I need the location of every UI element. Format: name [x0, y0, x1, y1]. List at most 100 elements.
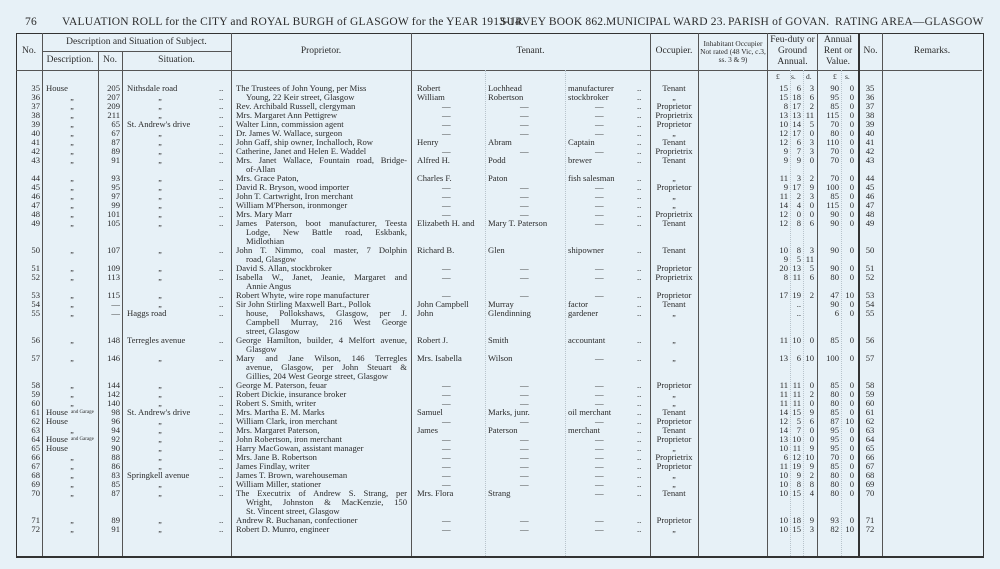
occupier: Proprietor	[656, 380, 692, 390]
tenant-occupation: —	[595, 461, 604, 471]
proprietor-line: Young, 22 Keir street, Glasgow	[246, 93, 355, 102]
annual-shillings: 0	[849, 515, 854, 525]
occupier: „	[672, 471, 676, 480]
tenant-surname: —	[520, 146, 529, 156]
entry-number: 67	[31, 461, 40, 471]
leader-dots: ..	[637, 443, 642, 453]
feu-pence: 2	[809, 470, 814, 480]
feu-pounds: 11	[779, 173, 788, 183]
situation: „	[158, 525, 162, 534]
proprietor: Sir John Stirling Maxwell Bart., Pollok	[236, 300, 408, 309]
feu-pounds: 14	[779, 425, 788, 435]
entry-number-right: 36	[865, 92, 875, 102]
situation: „	[158, 462, 162, 471]
occupier: Proprietor	[656, 263, 692, 273]
entry-number: 44	[31, 173, 40, 183]
tenant-forename: Henry	[417, 137, 439, 147]
occupier: „	[672, 444, 676, 453]
feu-pence: 0	[809, 380, 814, 390]
entry-number: 68	[31, 470, 40, 480]
leader-dots: ..	[219, 191, 224, 201]
leader-dots: ..	[637, 128, 642, 138]
entry-number-right: 69	[865, 479, 875, 489]
feu-pence: 5	[809, 119, 814, 129]
occupier: Proprietor	[656, 461, 692, 471]
leader-dots: ..	[219, 335, 224, 345]
leader-dots: ..	[219, 353, 224, 363]
feu-pounds: 9	[783, 254, 788, 264]
tenant-occupation: —	[595, 119, 604, 129]
annual-shillings: 0	[849, 218, 854, 228]
street-number: 92	[111, 434, 120, 444]
proprietor-line: James Paterson, boot manufacturer, Teest…	[236, 219, 407, 228]
col-number: No.	[103, 55, 117, 65]
unit-shillings: s.	[845, 72, 850, 81]
tenant-forename: —	[442, 191, 451, 201]
tenant-surname: —	[520, 191, 529, 201]
proprietor-line: George M. Paterson, feuar	[236, 381, 327, 390]
annual-shillings: 0	[849, 434, 854, 444]
description-text: „	[70, 426, 74, 435]
description-text: „	[70, 210, 74, 219]
feu-shillings: 8	[796, 218, 801, 228]
feu-pounds: 8	[783, 101, 788, 111]
situation: „	[158, 390, 162, 399]
street-number: 144	[107, 380, 120, 390]
entry-number-right: 65	[865, 443, 875, 453]
tenant-occupation: manufacturer	[568, 83, 614, 93]
table-row: 64 House and Garage 92 „.. John Robertson, ir…	[0, 434, 1000, 445]
municipal-ward: MUNICIPAL WARD 23.	[606, 16, 726, 28]
col-tenant: Tenant.	[516, 46, 545, 56]
situation: „	[158, 516, 162, 525]
tenant-occupation: —	[595, 380, 604, 390]
feu-shillings: 15	[792, 407, 801, 417]
tenant-occupation: —	[595, 101, 604, 111]
description: „	[46, 300, 98, 309]
street-number: 93	[111, 173, 120, 183]
table-frame	[16, 33, 984, 558]
proprietor: Mrs. Margaret Paterson,	[236, 426, 408, 435]
street-number: 101	[107, 209, 120, 219]
tenant-forename: —	[442, 200, 451, 210]
annual-shillings: 0	[849, 173, 854, 183]
feu-pounds: 11	[779, 389, 788, 399]
col-remarks: Remarks.	[913, 46, 951, 56]
proprietor-line: Glasgow	[246, 345, 277, 354]
feu-pounds: 12	[779, 416, 788, 426]
proprietor-line: Campbell Murray, 216 West George	[246, 318, 407, 327]
tenant-forename: —	[442, 101, 451, 111]
proprietor-line: William M'Pherson, ironmonger	[236, 201, 348, 210]
proprietor: Mrs. Grace Paton,	[236, 174, 408, 183]
col-no: No.	[22, 46, 36, 56]
annual-pounds: 90	[830, 245, 839, 255]
proprietor-line: Robert D. Munro, engineer	[236, 525, 330, 534]
table-row: 60 „ 140 „.. Robert S. Smith, writer — — —.. „ 11…	[0, 399, 1000, 409]
leader-dots: ..	[219, 146, 224, 156]
leader-dots: ..	[219, 200, 224, 210]
table-row: 69 „ 85 „.. William Miller, stationer — — —.. „ 1…	[0, 479, 1000, 490]
proprietor-line: house, Pollokshaws, Glasgow, per J.	[246, 309, 407, 318]
tenant-occupation: —	[595, 209, 604, 219]
proprietor-line: Wright, Johnston & MacKenzie, 150	[246, 498, 407, 507]
street-number: 88	[111, 452, 120, 462]
leader-dots: ..	[219, 128, 224, 138]
description-text: „	[70, 183, 74, 192]
table-row: 58 „ 144 „.. George M. Paterson, feuar — — —.. P…	[0, 380, 1000, 391]
leader-dots: ..	[637, 452, 642, 462]
feu-shillings: 4	[796, 200, 801, 210]
feu-pounds: 17	[779, 290, 788, 300]
proprietor-line: avenue, Glasgow, per John Steuart &	[246, 363, 407, 372]
description-text: „	[70, 156, 74, 165]
occupier: „	[672, 309, 676, 318]
leader-dots: ..	[637, 335, 642, 345]
column-line	[98, 51, 99, 556]
street-number: 89	[111, 146, 120, 156]
street-number: 109	[107, 263, 120, 273]
feu-pounds: 11	[779, 335, 788, 345]
description: „	[46, 480, 98, 489]
occupier: Tenant	[662, 218, 686, 228]
proprietor: William Clark, iron merchant	[236, 417, 408, 426]
feu-pounds: 10	[779, 245, 788, 255]
feu-pence: 9	[809, 461, 814, 471]
